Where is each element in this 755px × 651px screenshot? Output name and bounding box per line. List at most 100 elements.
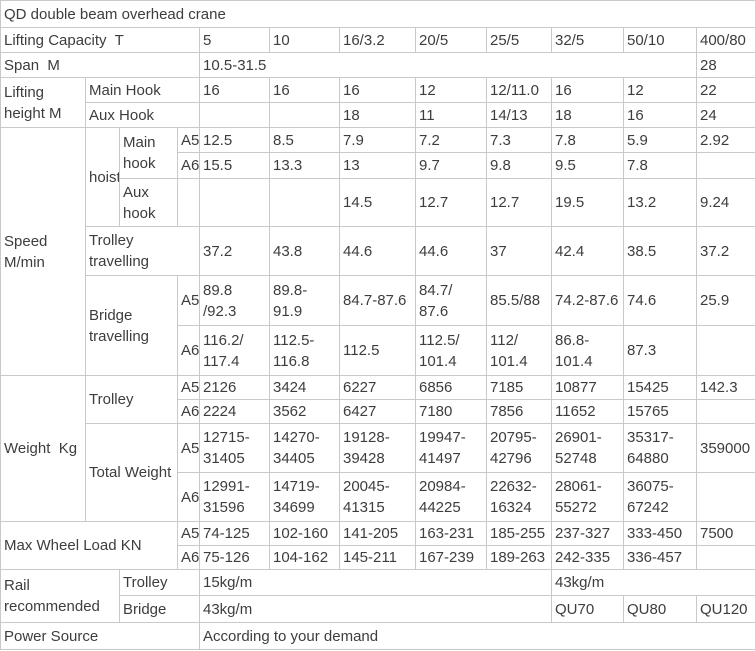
value-cell <box>199 178 270 227</box>
value-cell: 74-125 <box>199 521 270 546</box>
label-hoist: hoist <box>85 127 120 227</box>
value-cell: 16 <box>199 77 270 103</box>
value-cell: 22632- 16324 <box>486 472 552 522</box>
value-cell: 16 <box>623 102 697 128</box>
value-cell: 26901- 52748 <box>551 423 624 473</box>
value-cell: 89.8 /92.3 <box>199 275 270 326</box>
value-cell: 5.9 <box>623 127 697 153</box>
value-cell: 6856 <box>415 375 487 400</box>
value-cell: 112.5/ 101.4 <box>415 325 487 376</box>
value-cell: 6427 <box>339 399 416 424</box>
value-cell: 112/ 101.4 <box>486 325 552 376</box>
value-cell: 44.6 <box>415 226 487 276</box>
value-cell: 19947- 41497 <box>415 423 487 473</box>
value-cell: 2224 <box>199 399 270 424</box>
label-a6: A6 <box>177 472 200 522</box>
value-cell: 7.3 <box>486 127 552 153</box>
label-power-source: Power Source <box>0 622 200 650</box>
value-cell <box>695 472 755 522</box>
value-cell: 14/13 <box>486 102 552 128</box>
value-cell: 36075- 67242 <box>623 472 697 522</box>
label-weight-trolley: Trolley <box>85 375 178 424</box>
value-cell <box>269 102 340 128</box>
value-cell: 20045- 41315 <box>339 472 416 522</box>
value-cell: 12 <box>415 77 487 103</box>
value-cell: 9.5 <box>551 152 624 179</box>
value-cell: 3562 <box>269 399 340 424</box>
value-cell: 43.8 <box>269 226 340 276</box>
empty-cell <box>177 178 200 227</box>
value-cell: 167-239 <box>415 545 487 570</box>
value-cell: 15765 <box>623 399 697 424</box>
value-cell: 20795- 42796 <box>486 423 552 473</box>
label-a5: A5 <box>177 127 200 153</box>
value-cell: 7185 <box>486 375 552 400</box>
value-cell: QU120 <box>695 595 755 623</box>
label-max-wheel-load: Max Wheel Load KN <box>0 521 178 570</box>
value-cell: 7.8 <box>551 127 624 153</box>
value-cell: 336-457 <box>623 545 697 570</box>
value-cell: 14270- 34405 <box>269 423 340 473</box>
value-cell: 12991- 31596 <box>199 472 270 522</box>
value-cell: 43kg/m <box>199 595 552 623</box>
value-cell: 9.7 <box>415 152 487 179</box>
label-rail-bridge: Bridge <box>119 595 200 623</box>
value-cell: 37.2 <box>199 226 270 276</box>
value-cell: 84.7/ 87.6 <box>415 275 487 326</box>
value-cell: 85.5/88 <box>486 275 552 326</box>
value-cell: 37.2 <box>695 226 755 276</box>
value-cell: 16 <box>551 77 624 103</box>
value-cell: 13.2 <box>623 178 697 227</box>
value-cell: 24 <box>695 102 755 128</box>
value-cell: 20/5 <box>415 27 487 53</box>
label-a5: A5 <box>177 375 200 400</box>
value-cell: 9.24 <box>695 178 755 227</box>
label-a5: A5 <box>177 423 200 473</box>
label-speed: Speed M/min <box>0 127 86 376</box>
value-cell: 12715- 31405 <box>199 423 270 473</box>
value-cell: 142.3 <box>695 375 755 400</box>
value-cell: 43kg/m <box>550 569 755 596</box>
value-cell: 16 <box>339 77 416 103</box>
value-cell: 22 <box>695 77 755 103</box>
value-cell: 12 <box>623 77 697 103</box>
value-cell: 8.5 <box>269 127 340 153</box>
value-cell: 42.4 <box>551 226 624 276</box>
label-trolley-travelling: Trolley travelling <box>85 226 200 276</box>
label-a6: A6 <box>177 325 200 376</box>
label-a6: A6 <box>177 399 200 424</box>
value-cell: 18 <box>339 102 416 128</box>
value-cell: 35317- 64880 <box>623 423 697 473</box>
value-cell <box>695 399 755 424</box>
value-cell: 16 <box>269 77 340 103</box>
value-cell: 10 <box>269 27 340 53</box>
value-cell: 11 <box>415 102 487 128</box>
label-aux-hook: Aux hook <box>119 178 178 227</box>
value-cell: 104-162 <box>269 545 340 570</box>
value-cell: 37 <box>486 226 552 276</box>
value-cell: 25/5 <box>486 27 552 53</box>
value-cell: 19.5 <box>551 178 624 227</box>
value-cell: 32/5 <box>551 27 624 53</box>
label-lifting-height: Lifting height M <box>0 77 86 128</box>
label-span: Span M <box>0 52 200 78</box>
label-weight: Weight Kg <box>0 375 86 522</box>
value-cell: 12.7 <box>486 178 552 227</box>
value-cell: 242-335 <box>551 545 624 570</box>
value-cell: 38.5 <box>623 226 697 276</box>
value-cell: 3424 <box>269 375 340 400</box>
value-cell: 12/11.0 <box>486 77 552 103</box>
label-rail-trolley: Trolley <box>119 569 200 596</box>
value-cell: 7856 <box>486 399 552 424</box>
value-cell: 145-211 <box>339 545 416 570</box>
value-cell: 163-231 <box>415 521 487 546</box>
value-cell <box>695 545 755 570</box>
table-title: QD double beam overhead crane <box>0 0 755 28</box>
value-cell: 74.2-87.6 <box>551 275 624 326</box>
value-cell: 20984- 44225 <box>415 472 487 522</box>
value-cell: 6227 <box>339 375 416 400</box>
value-cell: 15kg/m <box>199 569 552 596</box>
label-rail-recommended: Rail recommended <box>0 569 120 623</box>
value-cell: 400/80 <box>695 27 755 53</box>
